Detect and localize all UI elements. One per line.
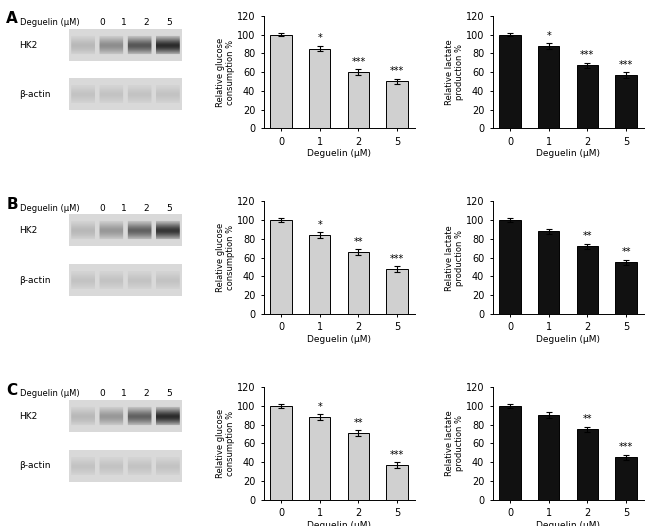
Bar <box>616 75 636 128</box>
Text: ***: *** <box>390 254 404 264</box>
Text: **: ** <box>354 418 363 428</box>
Bar <box>309 417 330 500</box>
Text: 0: 0 <box>99 389 105 398</box>
Text: A: A <box>6 11 18 26</box>
Text: ***: *** <box>619 442 633 452</box>
Text: **: ** <box>354 237 363 247</box>
Bar <box>499 35 521 128</box>
Bar <box>386 465 408 500</box>
Bar <box>348 433 369 500</box>
Bar <box>386 82 408 128</box>
Text: 2: 2 <box>143 389 148 398</box>
Bar <box>577 429 598 500</box>
Bar <box>270 35 292 128</box>
Text: **: ** <box>582 231 592 241</box>
Bar <box>499 220 521 314</box>
Y-axis label: Relative glucose
consumption %: Relative glucose consumption % <box>216 37 235 107</box>
X-axis label: Deguelin (μM): Deguelin (μM) <box>307 149 371 158</box>
Y-axis label: Relative lactate
production %: Relative lactate production % <box>445 225 464 290</box>
Text: 1: 1 <box>122 204 127 213</box>
X-axis label: Deguelin (μM): Deguelin (μM) <box>307 335 371 344</box>
X-axis label: Deguelin (μM): Deguelin (μM) <box>536 335 600 344</box>
Bar <box>348 252 369 314</box>
Text: 2: 2 <box>143 18 148 27</box>
Text: HK2: HK2 <box>20 412 38 421</box>
Text: HK2: HK2 <box>20 41 38 49</box>
Y-axis label: Relative lactate
production %: Relative lactate production % <box>445 39 464 105</box>
Bar <box>538 416 559 500</box>
Y-axis label: Relative glucose
consumption %: Relative glucose consumption % <box>216 409 235 478</box>
Bar <box>309 235 330 314</box>
X-axis label: Deguelin (μM): Deguelin (μM) <box>307 521 371 526</box>
Bar <box>348 72 369 128</box>
Bar <box>386 269 408 314</box>
Bar <box>616 458 636 500</box>
Text: *: * <box>546 31 551 41</box>
Bar <box>616 262 636 314</box>
Bar <box>538 46 559 128</box>
Text: HK2: HK2 <box>20 226 38 235</box>
Text: 1: 1 <box>122 389 127 398</box>
Text: ***: *** <box>390 450 404 460</box>
Text: Deguelin (μM): Deguelin (μM) <box>20 18 79 27</box>
Text: 5: 5 <box>166 18 172 27</box>
Text: ***: *** <box>351 57 365 67</box>
Bar <box>309 48 330 128</box>
Bar <box>270 220 292 314</box>
Text: β-actin: β-actin <box>20 90 51 99</box>
Bar <box>538 231 559 314</box>
Bar <box>577 247 598 314</box>
Text: 1: 1 <box>122 18 127 27</box>
Text: ***: *** <box>580 50 595 60</box>
Text: 2: 2 <box>143 204 148 213</box>
Y-axis label: Relative lactate
production %: Relative lactate production % <box>445 411 464 477</box>
X-axis label: Deguelin (μM): Deguelin (μM) <box>536 149 600 158</box>
Bar <box>270 406 292 500</box>
Text: B: B <box>6 197 18 212</box>
Text: 0: 0 <box>99 18 105 27</box>
Text: β-actin: β-actin <box>20 461 51 470</box>
Text: **: ** <box>621 247 630 257</box>
Text: ***: *** <box>619 60 633 70</box>
Text: Deguelin (μM): Deguelin (μM) <box>20 204 79 213</box>
Text: **: ** <box>582 414 592 424</box>
Text: C: C <box>6 382 18 398</box>
Text: *: * <box>317 34 322 44</box>
Text: ***: *** <box>390 66 404 76</box>
Text: 0: 0 <box>99 204 105 213</box>
Text: 5: 5 <box>166 389 172 398</box>
Bar <box>577 65 598 128</box>
Y-axis label: Relative glucose
consumption %: Relative glucose consumption % <box>216 223 235 292</box>
Text: *: * <box>317 220 322 230</box>
Text: *: * <box>317 402 322 412</box>
Text: β-actin: β-actin <box>20 276 51 285</box>
Text: 5: 5 <box>166 204 172 213</box>
Text: Deguelin (μM): Deguelin (μM) <box>20 389 79 398</box>
Bar <box>499 406 521 500</box>
X-axis label: Deguelin (μM): Deguelin (μM) <box>536 521 600 526</box>
